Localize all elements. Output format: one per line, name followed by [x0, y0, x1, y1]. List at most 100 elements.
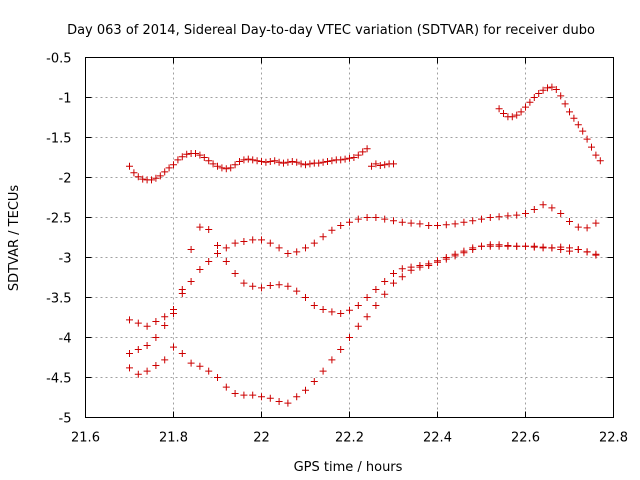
data-point [552, 86, 560, 93]
data-point [579, 127, 587, 135]
data-point [319, 306, 327, 313]
data-point [539, 86, 547, 94]
data-point [354, 322, 362, 330]
data-point [275, 281, 283, 289]
data-point [139, 175, 147, 183]
y-tick-label: -5 [59, 412, 72, 427]
data-point [288, 158, 296, 165]
x-tick-label: 21.6 [71, 431, 100, 446]
y-tick-label: -3.5 [46, 292, 71, 307]
data-point [592, 151, 600, 159]
data-point [200, 154, 208, 161]
data-point [130, 169, 138, 177]
data-point [592, 250, 600, 258]
data-point [500, 110, 507, 117]
data-point [262, 158, 270, 166]
data-point [236, 158, 243, 165]
data-point [196, 223, 204, 231]
data-point [566, 218, 573, 225]
data-point [249, 282, 257, 290]
series-3-points [126, 201, 600, 357]
data-point [363, 313, 371, 321]
data-point [284, 399, 292, 407]
data-point [574, 246, 582, 253]
y-tick-label: -3 [59, 252, 72, 267]
data-point [152, 334, 160, 341]
data-point [315, 159, 323, 167]
data-point [486, 214, 494, 221]
data-point [451, 252, 459, 260]
data-point [253, 157, 261, 165]
data-point [178, 153, 186, 161]
data-point [196, 151, 204, 159]
grid-lines [85, 57, 614, 418]
data-point [297, 160, 305, 168]
data-point [143, 367, 151, 375]
y-tick-label: -4 [59, 332, 72, 347]
data-point [478, 215, 485, 223]
data-point [530, 94, 538, 101]
data-point [170, 310, 177, 317]
data-point [390, 270, 397, 277]
data-point [205, 367, 213, 375]
data-point [205, 157, 213, 165]
data-marks [126, 83, 604, 407]
data-point [187, 278, 195, 285]
data-point [513, 242, 521, 250]
data-point [495, 213, 503, 221]
data-point [416, 220, 424, 228]
y-tick-label: -1.5 [46, 132, 71, 147]
data-point [517, 108, 525, 116]
data-point [227, 164, 235, 172]
data-point [390, 160, 397, 168]
data-point [495, 105, 503, 113]
data-point [161, 313, 169, 321]
data-point [341, 155, 349, 163]
x-tick-label: 22.2 [335, 431, 364, 446]
data-point [359, 148, 367, 156]
data-point [310, 302, 318, 309]
data-point [486, 241, 494, 249]
data-point [205, 258, 213, 265]
data-point [143, 342, 151, 349]
data-point [319, 367, 327, 375]
data-point [372, 214, 380, 221]
data-point [530, 206, 538, 213]
data-point [407, 266, 415, 274]
data-point [183, 150, 191, 158]
data-point [165, 164, 173, 172]
y-tick-label: -4.5 [46, 372, 71, 387]
data-point [398, 273, 406, 281]
data-point [249, 236, 257, 244]
x-tick-label: 22.8 [599, 431, 628, 446]
data-point [148, 176, 155, 184]
data-point [346, 218, 353, 226]
data-point [302, 161, 309, 169]
data-point [324, 158, 331, 165]
data-point [390, 279, 397, 287]
data-point [381, 290, 389, 298]
data-point [381, 161, 389, 169]
data-point [214, 162, 221, 170]
x-tick-label: 22 [253, 431, 270, 446]
data-point [328, 356, 336, 364]
data-point [434, 258, 441, 266]
data-point [192, 150, 199, 157]
y-axis-label: SDTVAR / TECUs [7, 185, 22, 292]
data-point [478, 242, 485, 250]
data-point [222, 383, 230, 391]
data-point [583, 135, 591, 143]
x-axis-label: GPS time / hours [294, 460, 403, 475]
data-point [363, 214, 371, 221]
data-point [530, 243, 538, 251]
data-point [170, 343, 177, 351]
data-point [231, 239, 239, 247]
y-tick-label: -2.5 [46, 212, 71, 227]
data-point [205, 226, 213, 233]
data-point [376, 162, 384, 169]
data-point [266, 394, 274, 402]
data-point [266, 239, 274, 247]
data-point [570, 114, 578, 122]
y-tick-label: -2 [59, 172, 72, 187]
